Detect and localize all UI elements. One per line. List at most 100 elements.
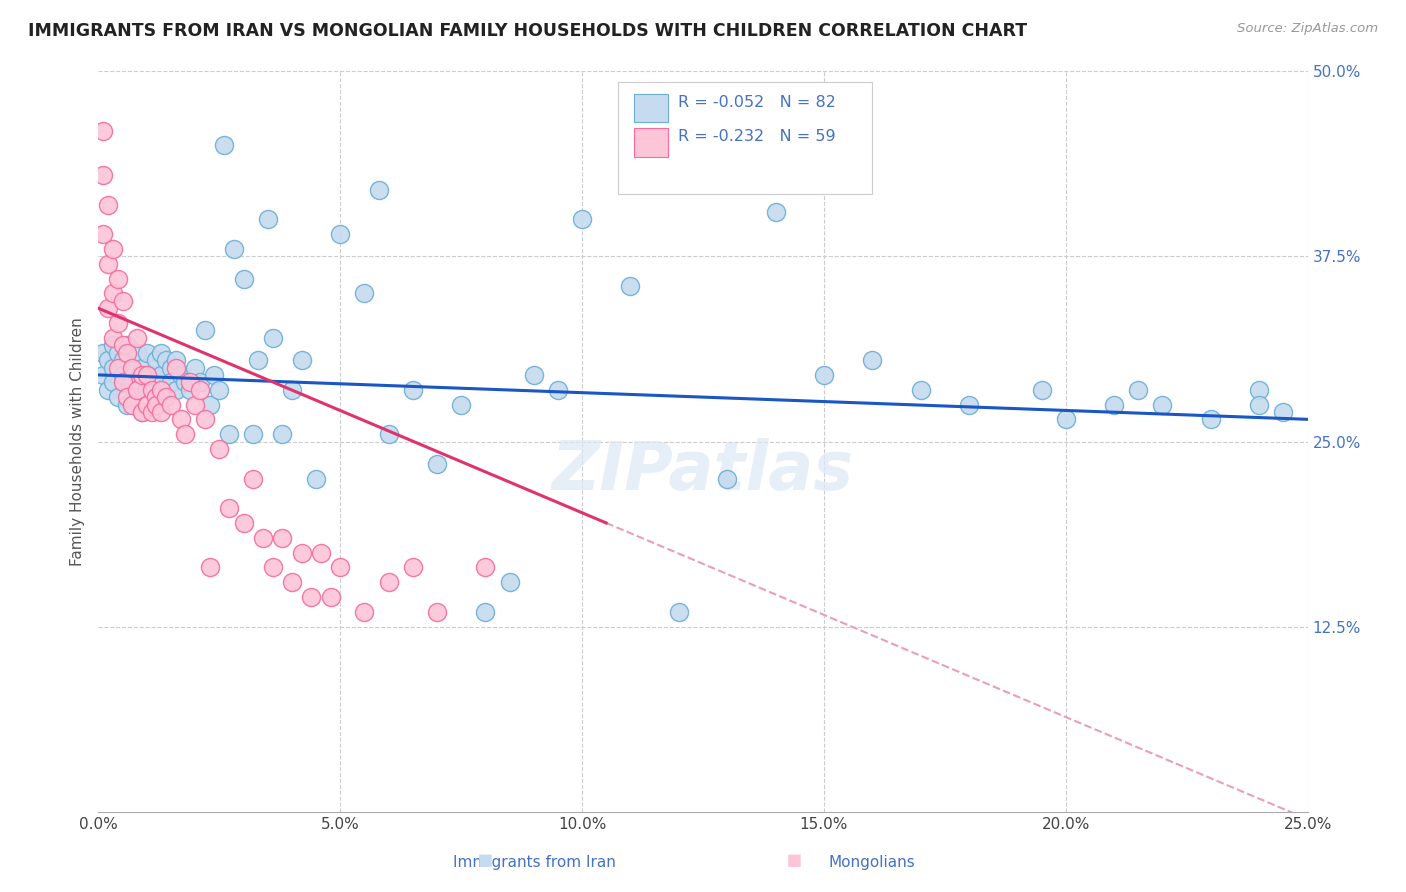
Point — [188, 383, 211, 397]
Point — [150, 368, 173, 382]
Point — [150, 405, 173, 419]
Point — [145, 398, 167, 412]
Point — [97, 197, 120, 211]
Point — [174, 427, 197, 442]
Point — [97, 353, 120, 368]
Point — [107, 316, 129, 330]
Point — [117, 338, 139, 352]
Point — [299, 590, 322, 604]
Point — [107, 345, 129, 359]
Point — [242, 427, 264, 442]
Point — [290, 546, 312, 560]
Text: ▪: ▪ — [477, 848, 494, 872]
Point — [165, 383, 187, 397]
Text: ▪: ▪ — [786, 848, 803, 872]
Point — [145, 390, 167, 404]
Point — [121, 360, 143, 375]
Point — [281, 575, 304, 590]
Point — [198, 398, 221, 412]
Point — [426, 605, 449, 619]
Text: IMMIGRANTS FROM IRAN VS MONGOLIAN FAMILY HOUSEHOLDS WITH CHILDREN CORRELATION CH: IMMIGRANTS FROM IRAN VS MONGOLIAN FAMILY… — [28, 22, 1028, 40]
Point — [668, 605, 690, 619]
Point — [91, 123, 114, 137]
Point — [135, 368, 157, 382]
Point — [111, 376, 134, 390]
Point — [218, 501, 240, 516]
Point — [252, 531, 274, 545]
Point — [1249, 383, 1271, 397]
Point — [402, 383, 425, 397]
Point — [135, 345, 157, 359]
Point — [242, 471, 264, 485]
Point — [1272, 405, 1295, 419]
Point — [498, 575, 520, 590]
Point — [232, 516, 254, 530]
Point — [117, 398, 139, 412]
Point — [716, 471, 738, 485]
Point — [141, 405, 163, 419]
Point — [402, 560, 425, 574]
Point — [101, 360, 124, 375]
Point — [1102, 398, 1125, 412]
Point — [107, 271, 129, 285]
Point — [111, 338, 134, 352]
Point — [1249, 398, 1271, 412]
Point — [121, 398, 143, 412]
Text: Source: ZipAtlas.com: Source: ZipAtlas.com — [1237, 22, 1378, 36]
FancyBboxPatch shape — [619, 82, 872, 194]
Point — [169, 368, 191, 382]
Point — [121, 360, 143, 375]
Point — [208, 383, 231, 397]
Point — [247, 353, 270, 368]
Point — [910, 383, 932, 397]
Point — [222, 242, 245, 256]
Point — [523, 368, 546, 382]
Point — [150, 383, 173, 397]
Point — [1152, 398, 1174, 412]
Point — [127, 331, 149, 345]
Point — [271, 531, 294, 545]
Point — [765, 205, 787, 219]
Point — [117, 345, 139, 359]
Point — [474, 560, 496, 574]
Point — [97, 383, 120, 397]
Point — [155, 390, 177, 404]
Point — [262, 560, 284, 574]
Point — [194, 324, 217, 338]
Point — [957, 398, 980, 412]
Point — [179, 383, 201, 397]
Point — [101, 286, 124, 301]
Point — [271, 427, 294, 442]
Point — [262, 331, 284, 345]
Point — [141, 383, 163, 397]
Point — [131, 405, 153, 419]
Point — [547, 383, 569, 397]
Point — [160, 398, 183, 412]
Point — [450, 398, 472, 412]
Point — [329, 560, 352, 574]
Point — [309, 546, 332, 560]
Point — [198, 560, 221, 574]
Point — [101, 331, 124, 345]
Point — [353, 286, 375, 301]
Point — [145, 353, 167, 368]
Text: Immigrants from Iran: Immigrants from Iran — [453, 855, 616, 870]
Point — [1054, 412, 1077, 426]
Point — [135, 383, 157, 397]
Point — [160, 376, 183, 390]
Point — [256, 212, 278, 227]
Point — [91, 345, 114, 359]
Point — [188, 376, 211, 390]
Point — [329, 227, 352, 242]
Point — [155, 353, 177, 368]
Point — [281, 383, 304, 397]
Point — [131, 368, 153, 382]
Point — [619, 279, 641, 293]
Point — [131, 360, 153, 375]
Text: R = -0.232   N = 59: R = -0.232 N = 59 — [678, 129, 835, 145]
Text: ZIPatlas: ZIPatlas — [553, 438, 853, 504]
Point — [127, 345, 149, 359]
Point — [145, 390, 167, 404]
Bar — [634, 94, 668, 121]
Point — [111, 353, 134, 368]
